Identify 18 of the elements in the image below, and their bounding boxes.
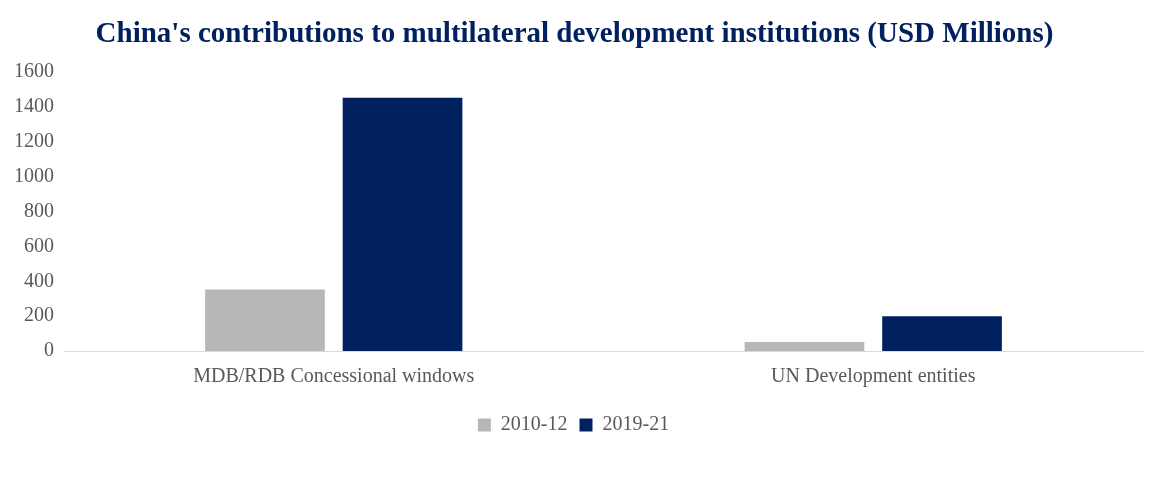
y-tick-label: 400	[24, 268, 54, 291]
chart-title: China's contributions to multilateral development institutions (USD Millions)	[94, 15, 1055, 50]
y-tick-label: 1600	[14, 59, 54, 82]
y-tick-label: 0	[44, 338, 54, 361]
bar	[342, 97, 463, 351]
bar	[744, 342, 865, 351]
y-tick-label: 1200	[14, 129, 54, 151]
y-tick-label: 1000	[14, 163, 54, 186]
bar	[205, 289, 325, 351]
y-tick-label: 800	[24, 198, 54, 221]
y-tick-label: 1400	[14, 94, 54, 117]
x-tick-label: UN Development entities	[771, 364, 976, 388]
y-tick-label: 600	[24, 233, 54, 256]
legend-label: 2010-12	[500, 412, 568, 435]
legend-label: 2019-21	[602, 412, 670, 435]
x-tick-label: MDB/RDB Concessional windows	[193, 364, 475, 387]
bar	[882, 316, 1002, 351]
y-tick-label: 200	[24, 303, 54, 326]
